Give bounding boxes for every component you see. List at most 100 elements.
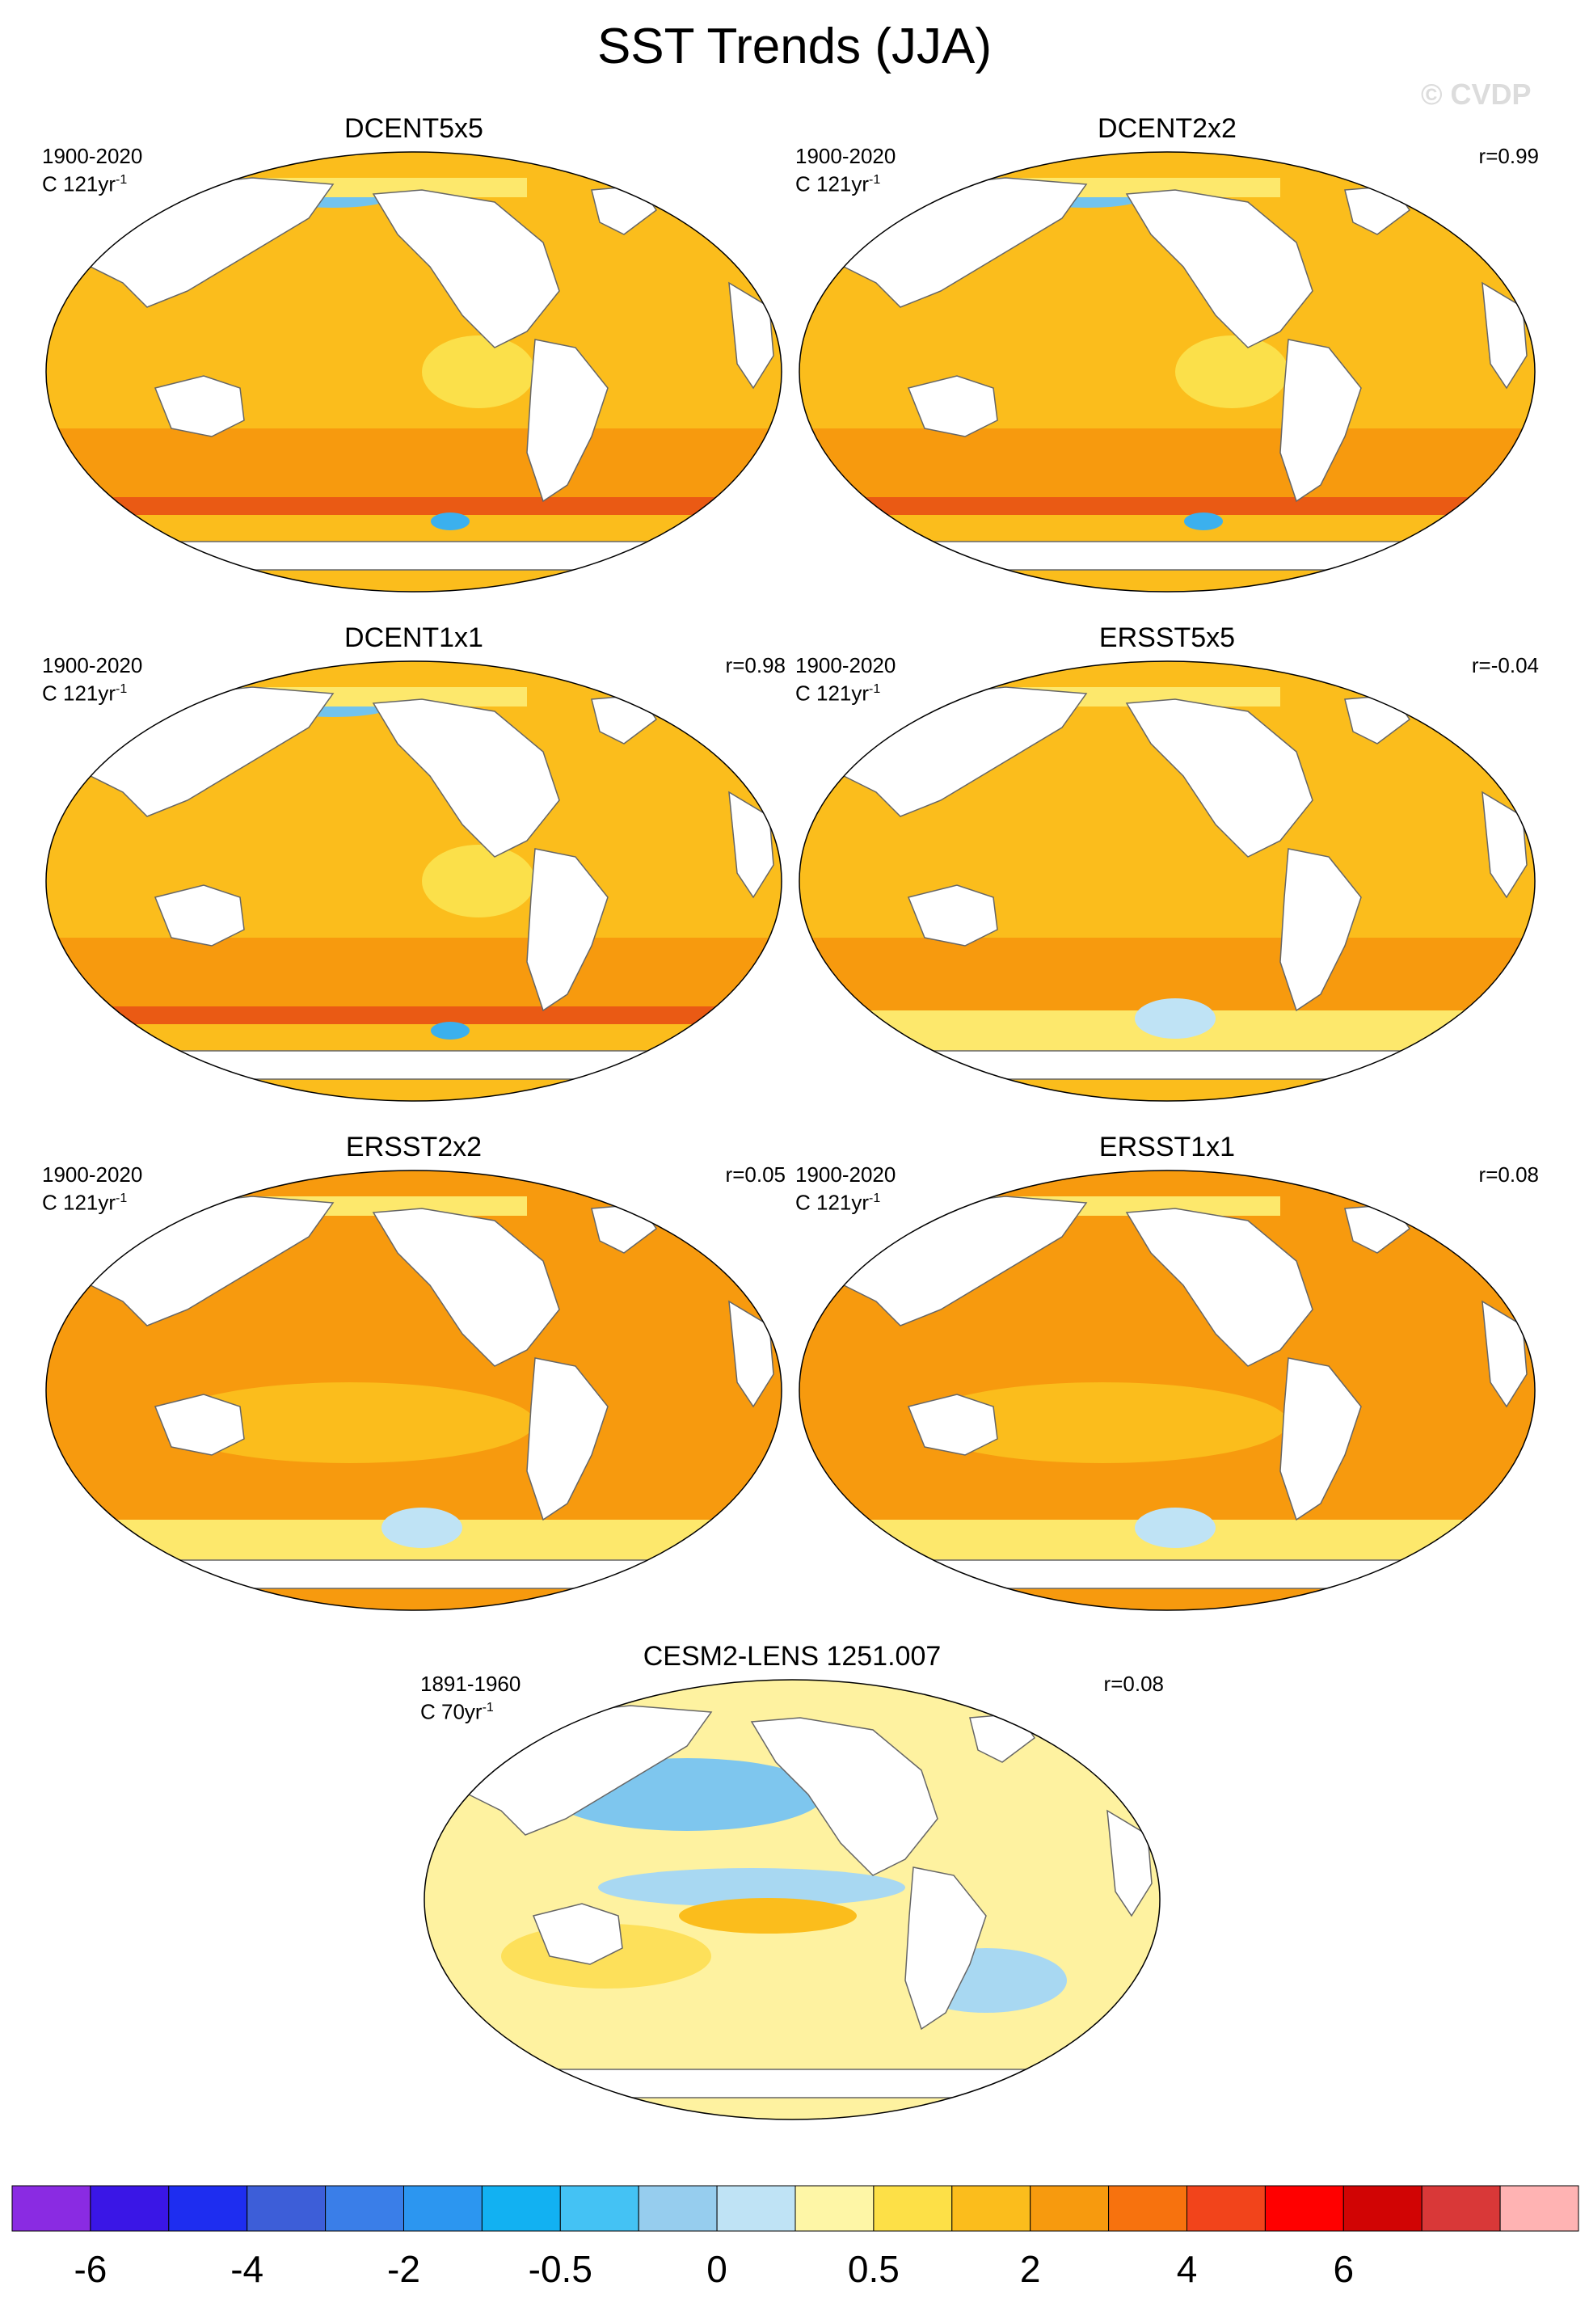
map (45, 660, 782, 1102)
panel-title: ERSST5x5 (1098, 622, 1236, 653)
land-south-america (526, 848, 609, 1012)
panel-dcent5x5: DCENT5x5 1900-2020 C 121yr-1 (42, 113, 786, 598)
land-australia (154, 884, 245, 947)
land-australia (907, 1394, 998, 1456)
land-north-america (372, 1208, 560, 1367)
map (45, 151, 782, 593)
colorbar-tick-label: -6 (74, 2248, 107, 2290)
panel-correlation: r=0.99 (1478, 144, 1539, 168)
trend-region-ross-blue (431, 512, 470, 530)
panel-title: CESM2-LENS 1251.007 (643, 1641, 942, 1672)
panel-units: C 70yr-1 (420, 1699, 494, 1724)
map-outline (45, 151, 782, 593)
land-south-america (1279, 339, 1362, 503)
land-antarctica (97, 1050, 731, 1080)
colorbar-swatch (794, 2185, 875, 2232)
colorbar-swatch (873, 2185, 953, 2232)
panel-period: 1900-2020 (795, 1162, 896, 1187)
colorbar-swatch (1421, 2185, 1501, 2232)
trend-region-pacific-pale (1135, 998, 1216, 1039)
panel-units: C 121yr-1 (42, 1190, 128, 1215)
trend-region-south-eq-pool (1175, 335, 1288, 408)
colorbar (11, 2185, 1579, 2232)
map (45, 1170, 782, 1611)
trend-region-equatorial-orange (679, 1898, 857, 1934)
land-south-america (1279, 848, 1362, 1012)
colorbar-tick-label: 0.5 (847, 2248, 900, 2290)
panel-period: 1900-2020 (42, 144, 143, 168)
map (424, 1679, 1161, 2120)
colorbar-tick-label: -2 (387, 2248, 420, 2290)
land-north-america (372, 189, 560, 348)
trend-region-south-band (799, 938, 1535, 1010)
colorbar-swatch (716, 2185, 796, 2232)
colorbar-swatch (1499, 2185, 1579, 2232)
colorbar-tick-label: -4 (230, 2248, 264, 2290)
colorbar-swatch (90, 2185, 170, 2232)
panel-title: ERSST1x1 (1098, 1132, 1236, 1162)
land-north-america (1125, 189, 1313, 348)
trend-region-ross-blue (431, 1022, 470, 1040)
trend-region-south-eq-pool (422, 845, 535, 917)
colorbar-tick-label: 4 (1176, 2248, 1198, 2290)
trend-region-southern-streak (91, 497, 737, 515)
colorbar-swatch (1030, 2185, 1110, 2232)
land-antarctica (97, 1559, 731, 1589)
panel-ersst1x1: ERSST1x1 1900-2020 C 121yr-1 r=0.08 (795, 1132, 1539, 1617)
trend-region-pacific-pale (1135, 1508, 1216, 1548)
trend-region-midlat-yellow (917, 1382, 1288, 1463)
map-outline (799, 660, 1536, 1102)
panel-units: C 121yr-1 (42, 171, 128, 196)
colorbar-swatch (481, 2185, 561, 2232)
panel-ersst2x2: ERSST2x2 1900-2020 C 121yr-1 r=0.05 (42, 1132, 786, 1617)
watermark: © CVDP (1421, 78, 1532, 111)
land-antarctica (850, 1050, 1484, 1080)
panel-title: DCENT5x5 (344, 113, 483, 144)
land-north-america (750, 1717, 938, 1876)
panel-units: C 121yr-1 (795, 1190, 881, 1215)
map-outline (799, 1170, 1536, 1611)
panel-period: 1900-2020 (42, 653, 143, 677)
map-outline (45, 660, 782, 1102)
panel-title: DCENT1x1 (344, 622, 483, 653)
panel-correlation: r=0.08 (1478, 1162, 1539, 1187)
map-outline (45, 1170, 782, 1611)
colorbar-swatch (1342, 2185, 1423, 2232)
map-outline (424, 1679, 1161, 2120)
colorbar-swatch (559, 2185, 639, 2232)
colorbar-swatch (951, 2185, 1031, 2232)
land-south-america (526, 1357, 609, 1521)
colorbar-swatch (11, 2185, 91, 2232)
land-south-america (1279, 1357, 1362, 1521)
colorbar-swatch (168, 2185, 248, 2232)
colorbar-tick-label: -0.5 (528, 2248, 592, 2290)
land-antarctica (850, 1559, 1484, 1589)
land-antarctica (97, 541, 731, 571)
land-antarctica (850, 541, 1484, 571)
trend-region-south-eq-pool (422, 335, 535, 408)
colorbar-swatch (325, 2185, 405, 2232)
panel-cesm2-lens: CESM2-LENS 1251.007 1891-1960 C 70yr-1 r… (420, 1641, 1164, 2126)
trend-region-pacific-pale (381, 1508, 462, 1548)
land-australia (532, 1903, 623, 1965)
land-australia (907, 375, 998, 437)
panel-ersst5x5: ERSST5x5 1900-2020 C 121yr-1 r=-0.04 (795, 622, 1539, 1107)
land-australia (154, 1394, 245, 1456)
land-antarctica (475, 2069, 1109, 2098)
trend-region-southern-streak (91, 1006, 737, 1024)
panel-units: C 121yr-1 (42, 681, 128, 706)
panel-dcent2x2: DCENT2x2 1900-2020 C 121yr-1 r=0.99 (795, 113, 1539, 598)
colorbar-tick-label: 6 (1333, 2248, 1355, 2290)
land-north-america (1125, 698, 1313, 858)
panel-units: C 121yr-1 (795, 171, 881, 196)
trend-region-midlat-yellow (163, 1382, 535, 1463)
land-australia (154, 375, 245, 437)
colorbar-swatch (247, 2185, 327, 2232)
land-north-america (372, 698, 560, 858)
panel-correlation: r=0.08 (1103, 1672, 1164, 1696)
panel-period: 1891-1960 (420, 1672, 521, 1696)
trend-region-equatorial-blue (598, 1868, 905, 1907)
colorbar-swatch (403, 2185, 483, 2232)
figure-title: SST Trends (JJA) (596, 19, 993, 74)
panel-period: 1900-2020 (795, 144, 896, 168)
